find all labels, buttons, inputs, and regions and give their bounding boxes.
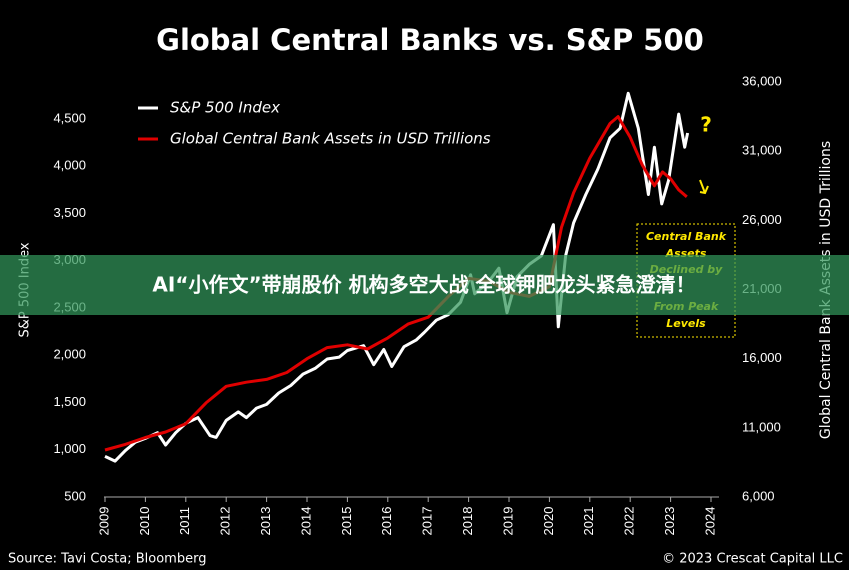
chart-title: Global Central Banks vs. S&P 500 [156, 23, 704, 57]
y-tick-label: 3,500 [53, 205, 86, 220]
y2-tick-label: 16,000 [742, 350, 782, 365]
x-tick-label: 2020 [541, 507, 556, 536]
annotation-text: Central Bank [646, 230, 727, 243]
y-tick-label: 1,500 [53, 394, 86, 409]
banner-text: AI“小作文”带崩股价 机构多空大战 全球钾肥龙头紧急澄清！ [152, 273, 695, 297]
x-tick-label: 2021 [581, 507, 596, 536]
x-tick-label: 2009 [96, 507, 111, 536]
y2-tick-label: 6,000 [742, 488, 775, 503]
x-tick-label: 2018 [460, 507, 475, 536]
annotation-arrow [699, 179, 709, 195]
copyright: © 2023 Crescat Capital LLC [662, 552, 843, 567]
y2-tick-label: 31,000 [742, 143, 782, 158]
series-line [104, 91, 690, 463]
y2-tick-label: 26,000 [742, 212, 782, 227]
x-tick-label: 2010 [137, 507, 152, 536]
x-tick-label: 2023 [662, 507, 677, 536]
y2-tick-label: 36,000 [742, 73, 782, 88]
y-tick-label: 4,000 [53, 158, 86, 173]
x-tick-label: 2022 [622, 507, 637, 536]
x-tick-label: 2013 [258, 507, 273, 536]
x-tick-label: 2011 [177, 507, 192, 535]
x-tick-label: 2012 [218, 507, 233, 536]
x-tick-label: 2014 [298, 507, 313, 536]
y2-tick-label: 11,000 [742, 419, 781, 434]
x-tick-label: 2019 [500, 507, 515, 536]
x-tick-label: 2015 [339, 507, 354, 536]
source: Source: Tavi Costa; Bloomberg [8, 552, 206, 567]
y-tick-label: 500 [64, 488, 86, 503]
annotation-mark: ? [700, 113, 712, 137]
annotation-text: Levels [666, 317, 706, 330]
y-tick-label: 2,000 [53, 347, 86, 362]
y-tick-label: 4,500 [53, 110, 86, 125]
legend-label: S&P 500 Index [170, 99, 280, 117]
banner [0, 255, 849, 315]
x-tick-label: 2017 [420, 507, 435, 536]
x-tick-label: 2016 [379, 507, 394, 536]
y-tick-label: 1,000 [53, 441, 86, 456]
legend-label: Global Central Bank Assets in USD Trilli… [170, 130, 491, 148]
x-tick-label: 2024 [702, 507, 717, 536]
